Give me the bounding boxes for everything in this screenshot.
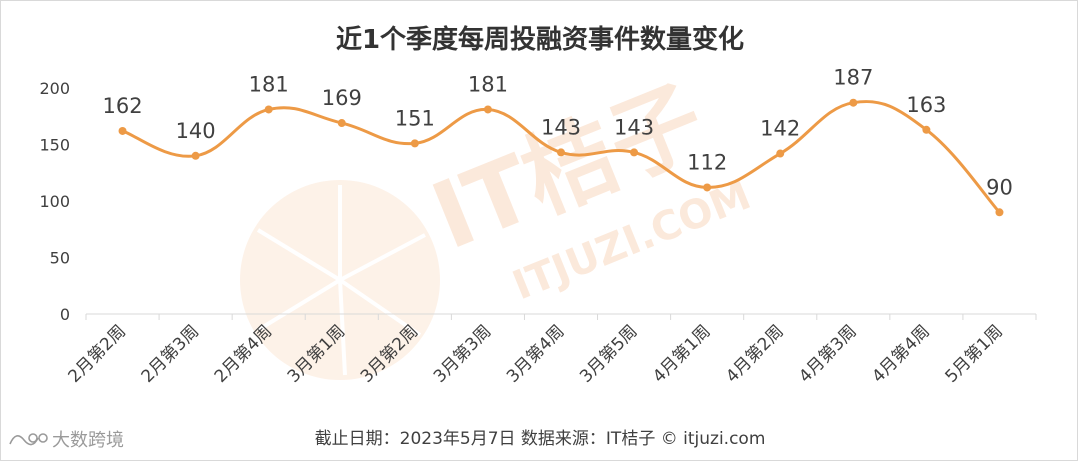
data-point — [410, 139, 419, 148]
x-tick-label: 3月第5周 — [576, 321, 642, 387]
y-tick-label: 200 — [39, 79, 70, 98]
data-point — [922, 125, 931, 134]
x-axis-tick-marks — [85, 314, 1037, 320]
corner-logo: 大数跨境 — [9, 430, 124, 451]
x-tick-label: 2月第2周 — [65, 321, 131, 387]
y-axis: 0 50 100 150 200 — [39, 79, 70, 324]
data-label: 162 — [102, 94, 142, 118]
x-axis-labels: 2月第2周 2月第3周 2月第4周 3月第1周 3月第2周 3月第3周 3月第4周 3月第5周… — [65, 321, 1007, 387]
data-point — [337, 119, 346, 128]
orange-logo-icon — [240, 180, 440, 380]
data-point — [264, 105, 273, 114]
data-point — [630, 148, 639, 157]
data-label: 143 — [614, 115, 654, 139]
data-point — [557, 148, 565, 157]
data-label: 151 — [395, 106, 435, 130]
x-tick-label: 5月第1周 — [941, 321, 1007, 387]
data-label: 181 — [468, 72, 508, 96]
data-point — [118, 126, 127, 135]
data-label: 140 — [176, 119, 216, 143]
data-point — [191, 151, 200, 160]
y-tick-label: 150 — [39, 136, 70, 155]
data-point — [995, 208, 1004, 217]
x-tick-label: 4月第3周 — [795, 321, 861, 387]
data-labels: 162 140 181 169 151 181 143 143 112 142 187 163 90 — [102, 66, 1012, 200]
data-label: 90 — [986, 175, 1013, 199]
x-tick-label: 2月第3周 — [138, 321, 204, 387]
data-point — [849, 98, 858, 107]
y-tick-label: 0 — [60, 305, 70, 324]
y-tick-label: 50 — [50, 249, 70, 268]
x-tick-label: 3月第4周 — [503, 321, 569, 387]
data-label: 187 — [833, 66, 873, 90]
x-tick-label: 4月第4周 — [868, 321, 934, 387]
data-points — [118, 98, 1004, 217]
data-label: 169 — [322, 86, 362, 110]
x-tick-label: 2月第4周 — [211, 321, 277, 387]
data-label: 142 — [760, 117, 800, 141]
footer-note: 截止日期：2023年5月7日 数据来源：IT桔子 © itjuzi.com — [315, 429, 766, 449]
data-label: 112 — [687, 150, 727, 174]
corner-logo-text: 大数跨境 — [52, 430, 124, 451]
data-point — [483, 105, 492, 114]
data-point — [776, 149, 785, 158]
x-tick-label: 4月第2周 — [722, 321, 788, 387]
data-label: 181 — [249, 72, 289, 96]
x-tick-label: 4月第1周 — [649, 321, 715, 387]
x-tick-label: 3月第3周 — [430, 321, 496, 387]
dashuju-logo-icon — [9, 433, 48, 446]
data-label: 143 — [541, 115, 581, 139]
chart-title: 近1个季度每周投融资事件数量变化 — [336, 24, 744, 55]
data-label: 163 — [906, 93, 946, 117]
y-tick-label: 100 — [39, 192, 70, 211]
data-point — [703, 183, 712, 192]
